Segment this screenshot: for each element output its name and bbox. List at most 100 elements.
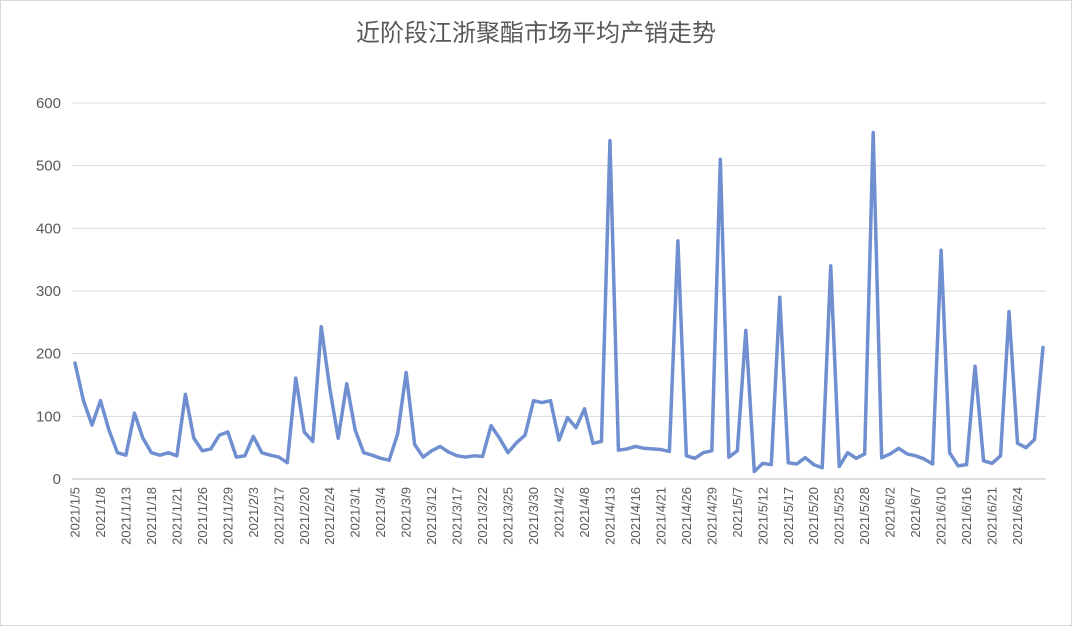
data-point [251, 434, 255, 438]
x-tick-label: 2021/1/8 [93, 487, 108, 538]
data-point [778, 295, 782, 299]
data-point [319, 325, 323, 329]
data-point [744, 328, 748, 332]
series-line [73, 130, 1045, 474]
data-point [973, 364, 977, 368]
data-point [888, 452, 892, 456]
x-tick-label: 2021/5/7 [730, 487, 745, 538]
data-point [481, 454, 485, 458]
data-point [616, 448, 620, 452]
x-tick-label: 2021/6/2 [883, 487, 898, 538]
data-point [565, 416, 569, 420]
data-point [1007, 310, 1011, 314]
x-tick-label: 2021/5/12 [755, 487, 770, 545]
data-point [413, 443, 417, 447]
data-point [234, 455, 238, 459]
data-point [166, 451, 170, 455]
x-tick-label: 2021/1/26 [195, 487, 210, 545]
data-point [591, 441, 595, 445]
x-tick-label: 2021/6/16 [959, 487, 974, 545]
data-point [812, 463, 816, 467]
data-point [599, 439, 603, 443]
x-tick-label: 2021/2/24 [322, 487, 337, 545]
data-point [549, 399, 553, 403]
x-tick-label: 2021/4/21 [653, 487, 668, 545]
x-tick-label: 2021/2/3 [246, 487, 261, 538]
data-point [752, 469, 756, 473]
data-point [311, 439, 315, 443]
data-point [1016, 441, 1020, 445]
data-point [192, 436, 196, 440]
data-point [336, 436, 340, 440]
data-point [693, 456, 697, 460]
data-point [115, 451, 119, 455]
data-point [633, 444, 637, 448]
x-tick-label: 2021/3/12 [424, 487, 439, 545]
data-point [710, 449, 714, 453]
x-tick-label: 2021/5/28 [857, 487, 872, 545]
data-point [939, 248, 943, 252]
data-point [124, 453, 128, 457]
data-point [931, 462, 935, 466]
x-tick-label: 2021/6/7 [908, 487, 923, 538]
data-point [243, 454, 247, 458]
data-point [217, 433, 221, 437]
x-tick-label: 2021/6/24 [1010, 487, 1025, 545]
x-tick-label: 2021/3/9 [399, 487, 414, 538]
data-point [81, 399, 85, 403]
x-axis-ticks: 2021/1/5 2021/1/8 2021/1/13 2021/1/18 2021/1… [68, 487, 1026, 545]
data-point [769, 463, 773, 467]
data-point [642, 446, 646, 450]
data-point [965, 463, 969, 467]
x-tick-label: 2021/6/21 [985, 487, 1000, 545]
data-point [854, 456, 858, 460]
y-tick-label: 100 [36, 408, 61, 425]
data-point [379, 456, 383, 460]
data-point [922, 457, 926, 461]
x-tick-label: 2021/3/4 [373, 487, 388, 538]
data-point [803, 456, 807, 460]
data-point [863, 452, 867, 456]
data-point [1024, 446, 1028, 450]
data-point [574, 426, 578, 430]
data-point [421, 455, 425, 459]
x-tick-label: 2021/1/18 [144, 487, 159, 545]
data-point [684, 454, 688, 458]
data-point [701, 451, 705, 455]
data-point [820, 466, 824, 470]
y-tick-label: 400 [36, 220, 61, 237]
data-point [829, 264, 833, 268]
y-tick-label: 500 [36, 158, 61, 175]
data-point [837, 464, 841, 468]
data-point [540, 401, 544, 405]
x-tick-label: 2021/3/22 [475, 487, 490, 545]
data-point [676, 239, 680, 243]
data-point [948, 451, 952, 455]
y-tick-label: 200 [36, 346, 61, 363]
data-point [430, 449, 434, 453]
data-point [523, 433, 527, 437]
data-point [175, 454, 179, 458]
x-tick-label: 2021/6/10 [934, 487, 949, 545]
data-point [277, 455, 281, 459]
data-point [464, 455, 468, 459]
data-point [328, 386, 332, 390]
x-tick-label: 2021/4/26 [679, 487, 694, 545]
data-point [897, 446, 901, 450]
data-point [149, 451, 153, 455]
data-point [727, 455, 731, 459]
data-point [226, 430, 230, 434]
data-point [387, 458, 391, 462]
data-point [302, 430, 306, 434]
data-point [455, 454, 459, 458]
data-point [956, 464, 960, 468]
data-point [761, 461, 765, 465]
x-tick-label: 2021/3/30 [526, 487, 541, 545]
x-tick-label: 2021/3/1 [348, 487, 363, 538]
data-point [718, 157, 722, 161]
data-point [914, 454, 918, 458]
data-point [795, 462, 799, 466]
data-point [158, 453, 162, 457]
data-point [506, 451, 510, 455]
